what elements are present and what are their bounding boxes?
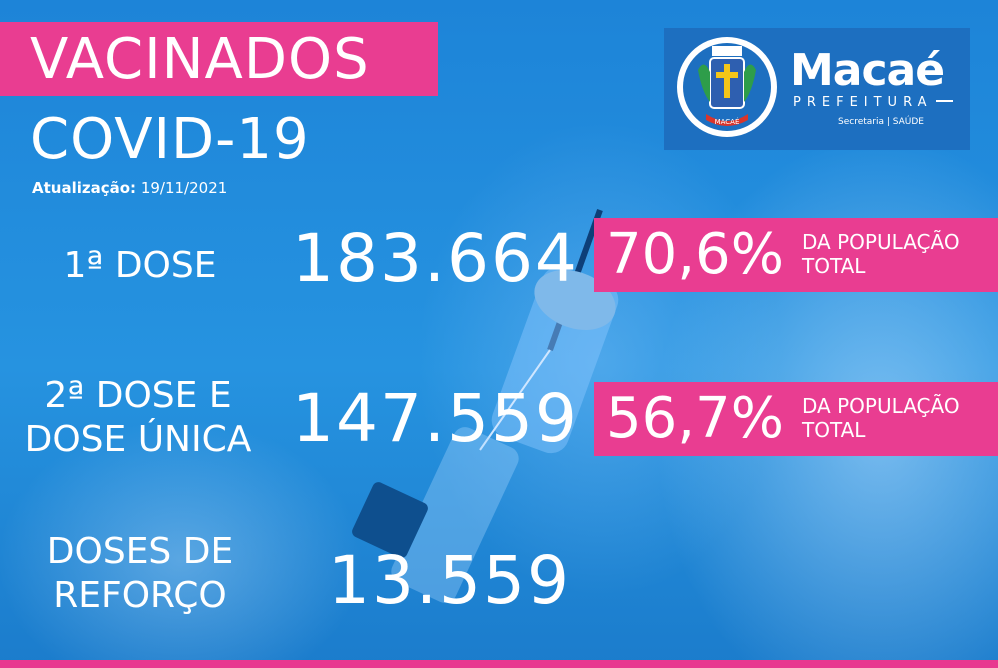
page-subtitle: COVID-19 [30,107,310,172]
city-crest-icon: MACAÉ [677,37,777,137]
row-1-value: 183.664 [292,220,579,297]
brand-name: Macaé [790,45,945,96]
row-1-note: DA POPULAÇÃO TOTAL [802,230,960,278]
row-1-label: 1ª DOSE [63,245,217,286]
row-3-label: DOSES DE REFORÇO [46,531,234,616]
row-1-pct: 70,6% [606,222,784,287]
brand-secretaria: Secretaria | SAÚDE [838,117,924,127]
syringe-illustration [352,208,619,603]
page-title: VACINADOS [30,27,370,92]
row-2-label: 2ª DOSE E DOSE ÚNICA [24,375,252,460]
update-value: 19/11/2021 [140,179,228,197]
brand-subtitle: PREFEITURA [793,96,937,110]
row-2-pct-box: 56,7% DA POPULAÇÃO TOTAL [594,382,998,456]
row-2-note: DA POPULAÇÃO TOTAL [802,394,960,442]
update-date: Atualização: 19/11/2021 [32,178,227,198]
bottom-accent-bar [0,660,998,668]
row-2-value: 147.559 [292,380,579,457]
crest-text: MACAÉ [715,117,740,126]
update-label: Atualização: [32,179,137,197]
row-3-value: 13.559 [328,542,571,619]
row-1-pct-box: 70,6% DA POPULAÇÃO TOTAL [594,218,998,292]
title-banner [0,22,438,96]
row-2-pct: 56,7% [606,386,784,451]
